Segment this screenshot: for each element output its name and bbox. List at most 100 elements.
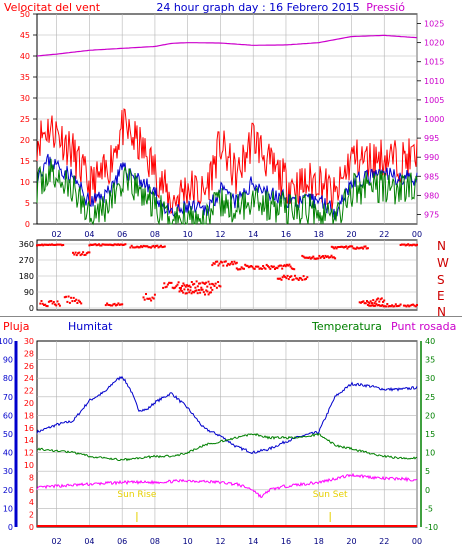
direction-point [375,298,378,301]
direction-point [286,263,288,266]
direction-point [353,247,356,250]
direction-point [400,243,403,246]
compass-e: E [437,289,445,303]
direction-point [347,246,350,248]
direction-point [157,246,160,249]
direction-point [207,280,210,283]
direction-point [72,251,74,254]
direction-point [259,267,262,270]
direction-point [108,243,111,246]
direction-point [197,289,200,291]
direction-point [363,245,366,248]
direction-point [111,304,114,307]
direction-point [92,243,94,246]
direction-point [112,303,115,306]
direction-point [72,296,75,299]
direction-point [379,304,381,307]
direction-point [67,295,70,298]
direction-point [205,281,208,284]
temperature-series [36,433,418,462]
direction-point [163,282,166,285]
wind-speed-tick: 5 [25,199,30,208]
direction-point [251,265,254,268]
direction-point [41,243,43,246]
direction-point [254,265,257,268]
direction-point [150,299,153,302]
direction-point [188,284,191,287]
direction-point [247,266,250,269]
direction-point [249,265,251,268]
direction-point [99,244,102,247]
direction-point [39,244,42,247]
direction-point [106,302,109,305]
direction-point [365,247,368,250]
direction-point [43,304,45,306]
direction-point [414,244,417,247]
direction-point [217,281,220,283]
direction-point [198,282,200,285]
direction-point [368,302,371,305]
direction-point [166,283,169,286]
direction-point [214,282,217,285]
direction-point [180,286,182,289]
rain-tick: 10 [24,461,34,470]
wind-direction-chart: 0 90 180 270 360 N W S E N [19,239,449,319]
direction-point [352,247,355,250]
direction-point [156,244,159,247]
temperature-tick: -5 [425,504,433,513]
direction-point [372,304,375,307]
direction-point [208,283,211,286]
temperature-tick: 40 [425,337,435,346]
direction-point [193,291,196,294]
direction-point [323,257,326,259]
direction-point [89,243,92,246]
direction-point [374,300,377,303]
direction-point [158,245,161,248]
wind-hour-tick: 06 [117,230,127,239]
direction-point [176,283,179,286]
direction-point [210,291,212,294]
direction-point [148,297,151,300]
direction-point [191,290,194,293]
direction-point [212,283,215,286]
humidity-tick: 50 [3,430,13,439]
pressure-tick: 990 [424,153,439,162]
direction-point [93,243,96,246]
direction-point [284,265,287,268]
direction-point [160,244,162,247]
direction-point [184,285,187,288]
direction-point [180,289,183,292]
direction-point [373,302,376,305]
direction-point [66,300,69,303]
direction-point [223,260,226,263]
direction-point [206,290,209,293]
direction-point [110,243,112,246]
direction-point [202,282,205,285]
direction-point [57,243,60,246]
direction-point [178,287,181,289]
direction-point [123,243,126,246]
direction-point [187,288,189,291]
pressure-tick: 1025 [424,20,444,29]
direction-point [416,243,418,246]
direction-point [107,303,110,306]
direction-point [383,305,386,308]
direction-point [330,254,333,257]
direction-point [53,244,56,246]
wind-speed-tick: 20 [20,136,30,145]
direction-point [117,302,120,305]
temperature-tick: 20 [425,411,435,420]
direction-point [137,246,140,249]
direction-point [118,303,121,306]
direction-point [278,277,280,280]
direction-point [222,264,225,267]
direction-point [264,267,267,270]
direction-point [46,305,49,308]
rain-tick: 6 [29,486,34,495]
direction-point [201,288,204,291]
direction-point [283,264,286,267]
direction-point [38,244,41,247]
direction-point [74,251,77,254]
direction-point [289,276,292,278]
